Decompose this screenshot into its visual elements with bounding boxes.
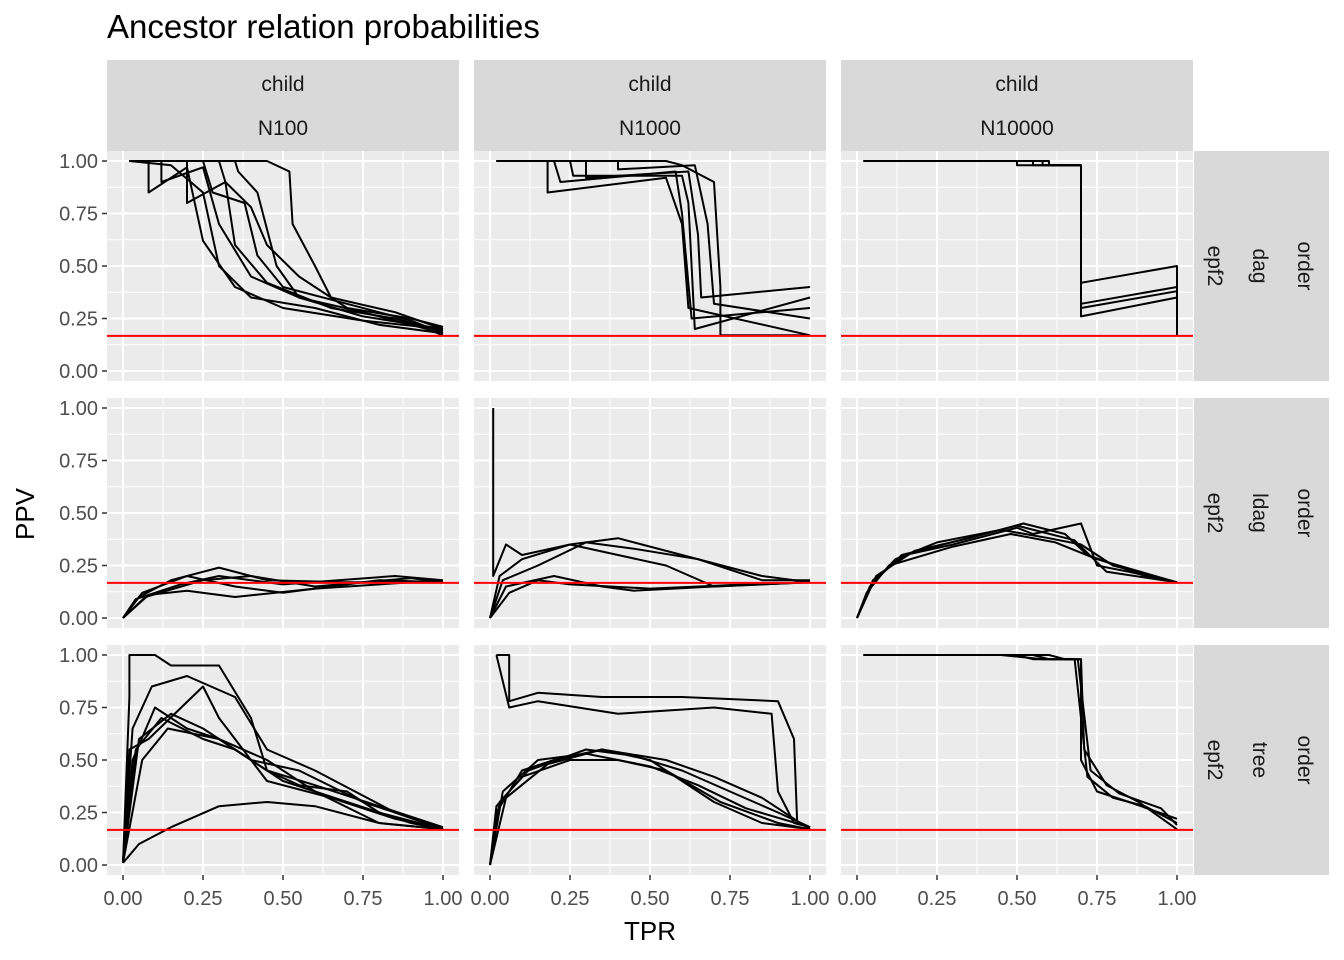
y-tick-label: 0.50 (59, 503, 98, 525)
y-tick-label: 1.00 (59, 151, 98, 173)
x-tick-label: 1.00 (791, 888, 830, 910)
column-strip (107, 60, 459, 151)
series-line (122, 727, 444, 864)
x-tick-label: 0.25 (184, 888, 223, 910)
row-strip-label: order (1293, 735, 1316, 784)
y-tick-label: 0.75 (59, 204, 98, 226)
y-tick-label: 0.50 (59, 750, 98, 772)
row-strip (1194, 645, 1329, 875)
series-line (856, 524, 1178, 619)
x-tick-label: 0.50 (264, 888, 303, 910)
y-tick-label: 1.00 (59, 398, 98, 420)
column-strip (841, 60, 1193, 151)
x-tick-label: 0.25 (918, 888, 957, 910)
row-strip-label: order (1293, 241, 1316, 290)
series-line (129, 160, 444, 337)
row-strip-label: epf2 (1203, 493, 1226, 534)
y-tick-label: 0.00 (59, 361, 98, 383)
x-tick-label: 0.00 (838, 888, 877, 910)
column-strip-label: N100 (258, 117, 308, 140)
series-line (122, 575, 444, 619)
y-axis-label: PPV (10, 487, 40, 540)
y-tick-label: 0.75 (59, 698, 98, 720)
column-strip-label: N10000 (980, 117, 1054, 140)
y-tick-label: 0.50 (59, 256, 98, 278)
series-line (489, 579, 811, 619)
column-strip-label: child (628, 73, 671, 96)
row-strip-label: epf2 (1203, 740, 1226, 781)
x-tick-label: 0.25 (551, 888, 590, 910)
series-line (495, 654, 811, 829)
series-line (489, 748, 811, 866)
row-strip (1194, 151, 1329, 381)
series-line (129, 160, 444, 330)
series-line (489, 541, 810, 619)
x-tick-label: 0.00 (471, 888, 510, 910)
y-tick-label: 1.00 (59, 645, 98, 667)
y-tick-label: 0.00 (59, 855, 98, 877)
row-strip-label: ldag (1248, 493, 1271, 533)
series-line (496, 654, 811, 829)
y-tick-label: 0.25 (59, 309, 98, 331)
column-strip-label: child (995, 73, 1038, 96)
series-line (863, 160, 1178, 318)
series-line (122, 801, 444, 864)
series-line (129, 160, 444, 330)
column-strip (474, 60, 826, 151)
series-line (863, 654, 1178, 826)
row-strip-label: order (1293, 488, 1316, 537)
series-line (122, 675, 444, 863)
x-tick-label: 1.00 (424, 888, 463, 910)
row-strip-label: tree (1248, 742, 1271, 778)
x-tick-label: 0.00 (104, 888, 143, 910)
y-tick-label: 0.75 (59, 451, 98, 473)
y-tick-label: 0.00 (59, 608, 98, 630)
row-strip-label: dag (1248, 248, 1271, 283)
chart-title: Ancestor relation probabilities (107, 8, 540, 45)
row-strip-label: epf2 (1203, 246, 1226, 287)
y-tick-label: 0.25 (59, 556, 98, 578)
y-tick-label: 0.25 (59, 803, 98, 825)
series-line (122, 685, 444, 863)
series-line (489, 759, 811, 866)
row-strip (1194, 398, 1329, 628)
x-tick-label: 1.00 (1158, 888, 1197, 910)
x-tick-label: 0.75 (344, 888, 383, 910)
column-strip-label: child (261, 73, 304, 96)
column-strip-label: N1000 (619, 117, 681, 140)
x-tick-label: 0.75 (1078, 888, 1117, 910)
x-tick-label: 0.75 (711, 888, 750, 910)
x-tick-label: 0.50 (631, 888, 670, 910)
series-line (129, 160, 444, 335)
series-line (129, 160, 444, 328)
x-axis-label: TPR (624, 916, 676, 946)
series-line (122, 654, 444, 863)
x-tick-label: 0.50 (998, 888, 1037, 910)
